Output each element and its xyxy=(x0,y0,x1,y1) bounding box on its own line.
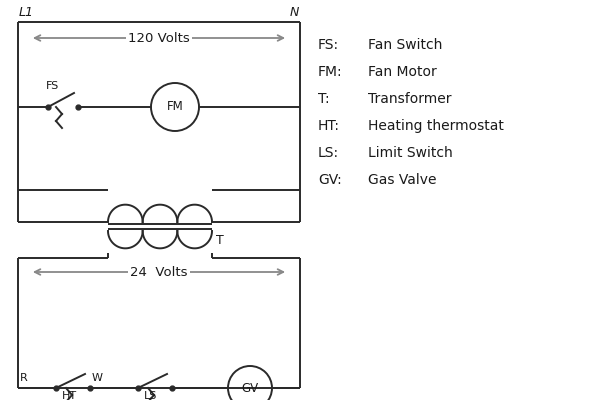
Text: 120 Volts: 120 Volts xyxy=(128,32,190,44)
Text: Heating thermostat: Heating thermostat xyxy=(368,119,504,133)
Text: 24  Volts: 24 Volts xyxy=(130,266,188,278)
Text: GV: GV xyxy=(241,382,258,394)
Text: Fan Motor: Fan Motor xyxy=(368,65,437,79)
Text: Transformer: Transformer xyxy=(368,92,451,106)
Text: R: R xyxy=(20,373,28,383)
Text: LS:: LS: xyxy=(318,146,339,160)
Text: W: W xyxy=(92,373,103,383)
Text: FM:: FM: xyxy=(318,65,343,79)
Text: LS: LS xyxy=(145,391,158,400)
Text: FS:: FS: xyxy=(318,38,339,52)
Text: T:: T: xyxy=(318,92,330,106)
Text: Limit Switch: Limit Switch xyxy=(368,146,453,160)
Text: Gas Valve: Gas Valve xyxy=(368,173,437,187)
Text: N: N xyxy=(290,6,299,19)
Text: HT: HT xyxy=(61,391,77,400)
Text: T: T xyxy=(216,234,224,248)
Text: FM: FM xyxy=(166,100,183,114)
Text: Fan Switch: Fan Switch xyxy=(368,38,442,52)
Text: FS: FS xyxy=(46,81,59,91)
Text: GV:: GV: xyxy=(318,173,342,187)
Text: HT:: HT: xyxy=(318,119,340,133)
Text: L1: L1 xyxy=(19,6,34,19)
